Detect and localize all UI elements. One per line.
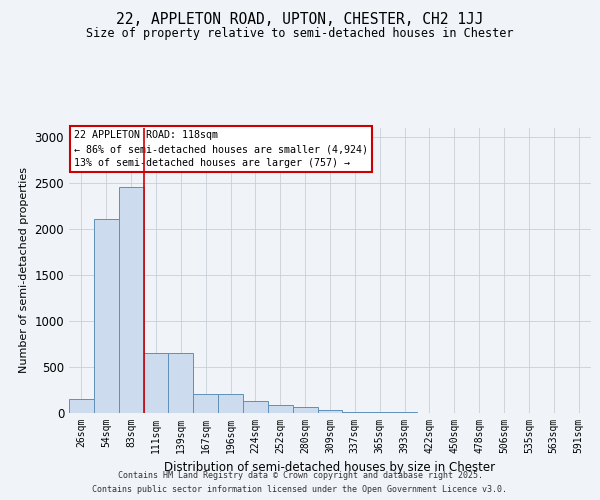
Text: Contains public sector information licensed under the Open Government Licence v3: Contains public sector information licen…	[92, 485, 508, 494]
Bar	[293, 408, 317, 412]
Bar	[193, 394, 218, 412]
Text: 22 APPLETON ROAD: 118sqm
← 86% of semi-detached houses are smaller (4,924)
13% o: 22 APPLETON ROAD: 118sqm ← 86% of semi-d…	[74, 130, 368, 168]
Bar	[243, 402, 268, 412]
Bar	[94, 220, 119, 412]
Bar	[69, 398, 94, 412]
Bar	[218, 394, 243, 412]
Bar	[169, 352, 193, 412]
X-axis label: Distribution of semi-detached houses by size in Chester: Distribution of semi-detached houses by …	[164, 461, 496, 474]
Text: Contains HM Land Registry data © Crown copyright and database right 2025.: Contains HM Land Registry data © Crown c…	[118, 471, 482, 480]
Bar	[119, 188, 143, 412]
Bar	[317, 410, 343, 412]
Bar	[143, 352, 169, 412]
Bar	[268, 405, 293, 412]
Text: Size of property relative to semi-detached houses in Chester: Size of property relative to semi-detach…	[86, 28, 514, 40]
Text: 22, APPLETON ROAD, UPTON, CHESTER, CH2 1JJ: 22, APPLETON ROAD, UPTON, CHESTER, CH2 1…	[116, 12, 484, 26]
Y-axis label: Number of semi-detached properties: Number of semi-detached properties	[19, 167, 29, 373]
